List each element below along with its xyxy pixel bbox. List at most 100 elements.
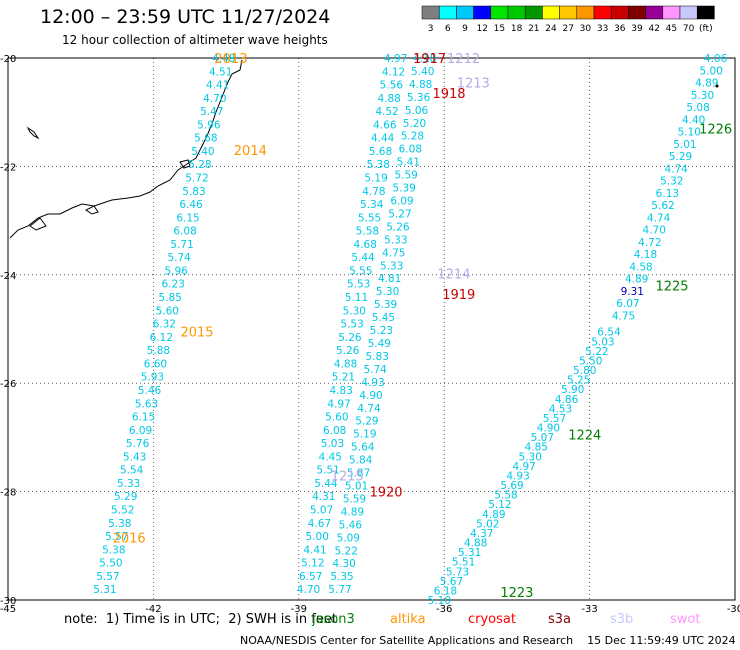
- swh-value: 4.88: [334, 358, 357, 370]
- swh-value: 6.09: [129, 425, 152, 437]
- color-scale-bar: 3 6 9 12 15 18 21 24 27 30 33 36 39 42 45 70 (ft): [421, 5, 715, 34]
- swh-value: 4.30: [332, 558, 355, 570]
- track-pass-1226: 4.065.004.895.305.084.405.105.015.294.74…: [612, 53, 728, 322]
- swh-value: 5.33: [380, 260, 403, 272]
- map-subtitle: 12 hour collection of altimeter wave hei…: [62, 33, 328, 47]
- swh-value: 5.03: [591, 336, 614, 348]
- swh-value: 5.03: [321, 438, 344, 450]
- satellite-legend-swot: swot: [670, 612, 701, 627]
- swh-value: 4.85: [525, 442, 548, 454]
- swh-value: 5.57: [543, 413, 566, 425]
- swh-value: 6.09: [390, 196, 413, 208]
- color-scale-tick: 9: [462, 24, 468, 34]
- swh-value: 5.34: [360, 199, 384, 211]
- swh-value: 6.08: [399, 144, 422, 156]
- swh-value: 5.30: [343, 305, 366, 317]
- swh-value: 5.31: [93, 584, 116, 596]
- swh-value: 5.33: [384, 234, 407, 246]
- swh-value: 5.77: [328, 584, 351, 596]
- swh-value: 5.51: [452, 557, 475, 569]
- lat-tick-label: -20: [0, 54, 16, 65]
- swh-value: 5.33: [117, 478, 140, 490]
- color-swatch: [696, 5, 715, 20]
- swh-value: 6.13: [656, 188, 679, 200]
- color-scale-tick: 24: [545, 24, 557, 34]
- swh-value: 4.93: [506, 470, 529, 482]
- map-frame: [7, 57, 736, 601]
- swh-value: 5.83: [366, 351, 389, 363]
- lat-tick-label: -28: [0, 488, 16, 499]
- pass-label: 2016: [113, 532, 146, 547]
- swh-value: 5.57: [96, 571, 119, 583]
- swh-value: 5.88: [147, 345, 170, 357]
- swh-value: 5.26: [336, 345, 360, 357]
- pass-label: 1226: [699, 122, 732, 137]
- color-swatch: [628, 5, 646, 20]
- color-scale-tick: 30: [580, 24, 592, 34]
- color-scale-tick: 12: [476, 24, 487, 34]
- color-swatch: [438, 5, 457, 20]
- swh-value: 5.28: [401, 131, 424, 143]
- swh-value: 5.56: [380, 80, 404, 92]
- coastline: [9, 59, 243, 239]
- swh-value: 5.54: [120, 465, 144, 477]
- swh-value: 5.53: [347, 279, 370, 291]
- swh-value: 4.31: [312, 491, 335, 503]
- swh-value: 5.01: [345, 481, 368, 493]
- pass-label: 12: [739, 52, 740, 67]
- color-scale-tick: 3: [428, 24, 434, 34]
- swh-value: 5.76: [126, 438, 150, 450]
- swh-value: 5.36: [407, 92, 431, 104]
- swh-value: 6.54: [597, 327, 621, 339]
- credit-line: NOAA/NESDIS Center for Satellite Applica…: [240, 634, 736, 647]
- color-scale-tick: 33: [597, 24, 608, 34]
- swh-value: 5.51: [316, 465, 339, 477]
- map-title: 12:00 – 23:59 UTC 11/27/2024: [40, 6, 331, 28]
- swh-value: 5.60: [156, 305, 179, 317]
- coastline-island: [26, 126, 40, 140]
- swh-value: 5.06: [405, 105, 429, 117]
- swh-value: 4.88: [464, 538, 487, 550]
- swh-value: 5.74: [363, 364, 387, 376]
- color-scale-tick: 18: [511, 24, 523, 34]
- swh-value: 6.18: [434, 585, 457, 597]
- satellite-legend-cryosat: cryosat: [468, 612, 516, 627]
- swh-value: 4.97: [512, 461, 535, 473]
- swh-value: 5.90: [561, 384, 584, 396]
- swh-value: 4.67: [308, 518, 331, 530]
- swh-value: 4.18: [634, 249, 657, 261]
- color-swatch: [490, 5, 509, 20]
- swh-value: 5.22: [585, 346, 608, 358]
- swh-value: 5.10: [428, 595, 451, 607]
- satellite-legend-s3b: s3b: [610, 612, 634, 627]
- swh-value: 4.06: [704, 53, 728, 65]
- pass-label: 2014: [234, 144, 267, 159]
- swh-value: 6.07: [616, 298, 639, 310]
- swh-value: 5.07: [310, 504, 333, 516]
- altimeter-tracks: 4.484.514.414.705.475.965.685.405.285.72…: [93, 53, 727, 607]
- swh-value: 4.97: [327, 398, 350, 410]
- swh-value: 4.40: [682, 114, 705, 126]
- pass-label: 1212: [447, 52, 480, 67]
- swh-value: 5.19: [364, 173, 387, 185]
- color-scale-tick: 39: [631, 24, 643, 34]
- swh-value: 6.15: [132, 412, 155, 424]
- track-pass-1918: 4.185.404.885.365.065.205.286.085.415.59…: [328, 53, 436, 596]
- swh-value: 5.71: [170, 239, 193, 251]
- swh-value: 5.68: [369, 146, 392, 158]
- swh-value: 5.87: [347, 468, 370, 480]
- color-swatch: [524, 5, 543, 20]
- swh-value: 4.70: [297, 584, 320, 596]
- swh-value: 5.01: [673, 139, 696, 151]
- swh-value: 4.74: [647, 212, 671, 224]
- lat-lon-grid: -45 -42 -39 -36 -33 -30 -20 -22 -24 -26 -28 -30: [0, 54, 740, 615]
- swh-value: 4.18: [413, 53, 436, 65]
- pass-label: 1214: [437, 268, 470, 283]
- lat-tick-label: -24: [0, 271, 16, 282]
- swh-value: 5.29: [114, 491, 137, 503]
- swh-value: 5.38: [367, 159, 390, 171]
- swh-value: 5.49: [368, 338, 391, 350]
- swh-value: 5.39: [374, 299, 397, 311]
- swh-value: 4.70: [643, 225, 666, 237]
